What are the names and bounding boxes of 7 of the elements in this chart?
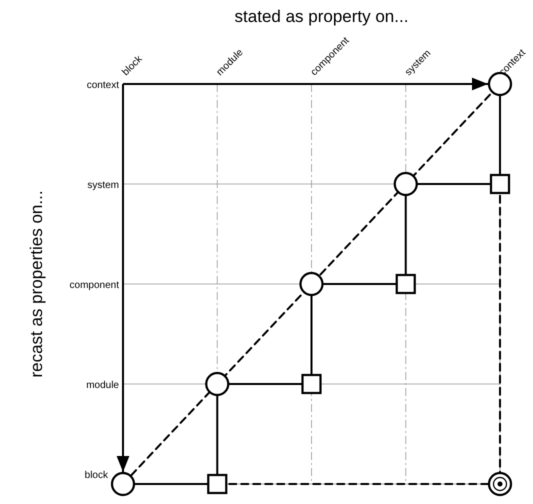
text: module — [86, 380, 120, 391]
text: component — [70, 280, 120, 291]
y-axis-title: recast as properties on... — [27, 190, 46, 378]
text: block — [84, 470, 109, 481]
x-axis-title: stated as property on... — [234, 7, 408, 26]
text: system — [87, 180, 119, 191]
text: context — [86, 80, 120, 91]
